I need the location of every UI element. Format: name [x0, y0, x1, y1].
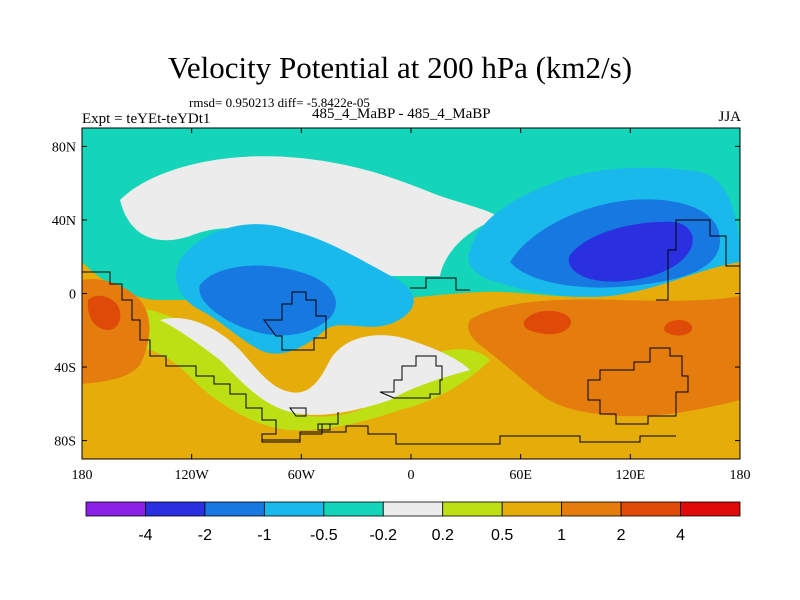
coastline-gulf: [289, 407, 331, 431]
region-north-white: [120, 156, 500, 276]
colorbar-swatch: [620, 501, 681, 517]
y-tick-label: 80N: [52, 140, 76, 155]
rmsd-diff-stats: rmsd= 0.950213 diff= -5.8422e-05: [189, 95, 370, 110]
chart-title: Velocity Potential at 200 hPa (km2/s): [167, 50, 633, 85]
region-pacific-red: [664, 320, 693, 336]
contour-field: [82, 128, 740, 459]
coastline-australia: [587, 347, 689, 425]
colorbar-label: -1: [257, 527, 271, 544]
axes: 180 120W 60W 0 60E 120E 180 80N 40N 0 40S 80S: [52, 128, 751, 483]
region-indian-ocean-red: [523, 310, 571, 335]
y-tick-label: 80S: [54, 435, 76, 450]
colorbar-label: 1: [557, 527, 566, 544]
colorbar-label: 4: [676, 527, 685, 544]
colorbar-label: -0.2: [369, 527, 397, 544]
colorbar-label: -2: [198, 527, 212, 544]
coastline-antarctica: [262, 425, 676, 445]
colorbar-label: 0.2: [432, 527, 454, 544]
colorbar: -4 -2 -1 -0.5 -0.2 0.2 0.5 1 2 4: [85, 501, 741, 544]
colorbar-label: 2: [617, 527, 626, 544]
y-tick-label: 40N: [52, 214, 76, 229]
colorbar-label: -0.5: [310, 527, 338, 544]
experiment-label: Expt = teYEt-teYDt1: [82, 111, 211, 127]
region-east-pacific-red: [87, 295, 121, 330]
colorbar-swatch: [323, 501, 384, 517]
colorbar-swatch: [145, 501, 206, 517]
y-tick-label: 0: [69, 288, 76, 303]
coastline-europe: [410, 277, 470, 291]
coastlines: [82, 219, 740, 445]
colorbar-swatch: [382, 501, 444, 517]
region-asia-darkblue: [568, 221, 693, 282]
colorbar-swatch: [501, 501, 563, 517]
colorbar-swatch: [680, 501, 741, 517]
x-tick-label: 120E: [616, 468, 646, 483]
colorbar-label: -4: [138, 527, 152, 544]
colorbar-swatch: [85, 501, 146, 517]
x-tick-label: 120W: [175, 468, 210, 483]
colorbar-swatch: [263, 501, 325, 517]
coastline-south-america: [263, 291, 327, 351]
colorbar-swatch: [561, 501, 622, 517]
season-label: JJA: [718, 109, 741, 125]
region-north-blue: [199, 265, 336, 336]
comparison-label: 485_4_MaBP - 485_4_MaBP: [312, 106, 491, 122]
colorbar-swatch: [442, 501, 503, 517]
region-south-white: [160, 318, 470, 415]
colorbar-swatch: [204, 501, 265, 517]
x-tick-label: 60E: [509, 468, 532, 483]
x-tick-label: 60W: [288, 468, 316, 483]
y-tick-label: 40S: [54, 361, 76, 376]
coastline-asia: [656, 219, 740, 301]
x-tick-label: 180: [730, 468, 751, 483]
colorbar-label: 0.5: [491, 527, 513, 544]
coastline-americas: [82, 271, 339, 443]
x-tick-label: 180: [72, 468, 93, 483]
coastline-africa: [379, 355, 443, 399]
x-tick-label: 0: [408, 468, 415, 483]
